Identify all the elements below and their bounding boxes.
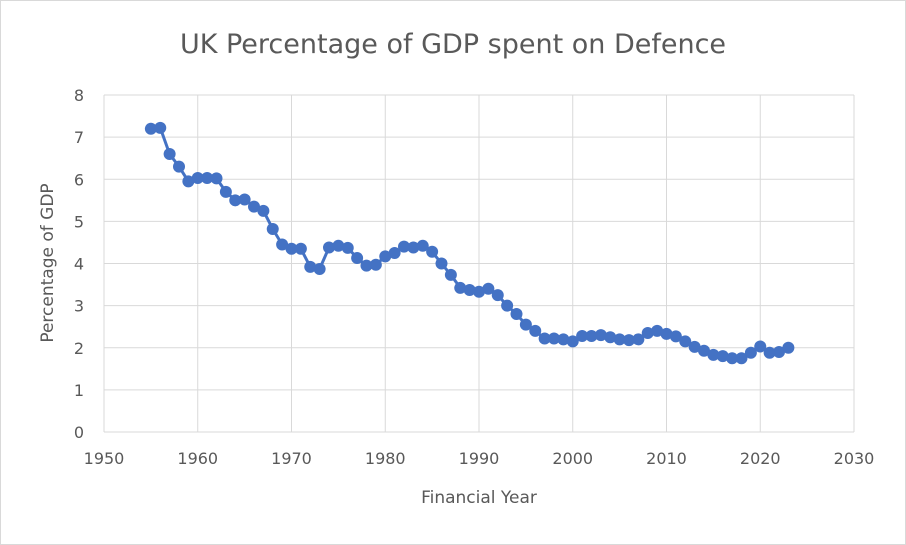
data-point	[276, 238, 289, 251]
y-tick-label: 6	[74, 170, 84, 189]
data-point	[623, 334, 635, 347]
data-point	[763, 346, 776, 359]
data-point	[351, 252, 364, 265]
data-point	[744, 346, 757, 359]
data-point	[613, 333, 626, 346]
data-point	[529, 324, 542, 337]
data-point	[163, 147, 176, 160]
y-tick-label: 5	[74, 212, 84, 231]
gridlines	[103, 94, 855, 433]
y-tick-label: 7	[74, 128, 84, 147]
data-point	[416, 239, 429, 252]
x-tick-label: 1960	[177, 449, 218, 468]
data-point	[473, 285, 485, 298]
data-point	[482, 282, 495, 295]
data-point	[154, 121, 167, 134]
data-point	[782, 341, 795, 354]
x-axis-ticks: 1950 1960 1970 1980 1990 2000 2010 2020 2030	[84, 449, 875, 468]
data-point	[435, 257, 448, 270]
x-tick-label: 1990	[459, 449, 500, 468]
data-point	[754, 340, 767, 353]
data-point	[313, 262, 326, 275]
data-point	[454, 281, 467, 294]
data-point	[379, 250, 392, 263]
data-point	[182, 175, 195, 188]
data-point	[407, 241, 420, 254]
y-tick-label: 0	[74, 423, 84, 442]
data-point	[594, 329, 607, 342]
data-point	[341, 241, 354, 254]
data-point	[698, 344, 710, 357]
data-point	[773, 345, 785, 358]
data-point	[266, 222, 279, 235]
data-point	[726, 352, 739, 365]
data-point	[369, 258, 382, 271]
data-point	[398, 240, 410, 253]
data-point	[304, 260, 317, 273]
data-point	[257, 204, 270, 217]
data-point	[632, 333, 645, 346]
x-tick-label: 2030	[834, 449, 875, 468]
data-point	[557, 333, 570, 346]
data-point	[660, 327, 673, 340]
data-point	[426, 245, 439, 258]
data-point	[519, 318, 532, 331]
x-tick-label: 2020	[740, 449, 781, 468]
data-point	[688, 340, 701, 353]
data-point	[651, 324, 664, 337]
data-point	[538, 332, 551, 345]
data-point	[285, 242, 298, 255]
data-point	[294, 242, 307, 255]
data-point	[238, 193, 251, 206]
data-point	[548, 332, 560, 345]
data-point	[144, 122, 157, 135]
data-point	[604, 331, 617, 344]
y-tick-label: 4	[74, 255, 84, 274]
y-axis-title: Percentage of GDP	[38, 183, 58, 342]
data-point	[679, 335, 692, 348]
data-point	[707, 348, 720, 361]
data-point	[191, 171, 204, 184]
y-tick-label: 2	[74, 339, 84, 358]
y-tick-label: 1	[74, 381, 84, 400]
data-point	[510, 308, 523, 321]
data-point	[566, 335, 579, 348]
y-axis-ticks: 0 1 2 3 4 5 6 7 8	[74, 86, 84, 442]
x-axis-title: Financial Year	[421, 488, 537, 508]
x-tick-label: 2010	[646, 449, 687, 468]
data-point	[716, 350, 729, 363]
y-tick-label: 3	[74, 297, 84, 316]
data-point	[332, 239, 345, 252]
data-point	[210, 172, 223, 185]
data-point	[388, 246, 401, 259]
x-tick-label: 1950	[84, 449, 125, 468]
data-point	[641, 327, 654, 340]
x-tick-label: 1970	[271, 449, 312, 468]
data-point	[201, 171, 214, 184]
chart-title: UK Percentage of GDP spent on Defence	[180, 29, 726, 60]
data-point	[444, 268, 457, 281]
series-line	[150, 126, 790, 360]
data-point	[463, 284, 476, 297]
data-point	[229, 194, 242, 207]
data-point	[173, 160, 185, 173]
data-point	[735, 352, 748, 365]
data-point	[669, 330, 682, 343]
data-series	[144, 121, 795, 365]
data-point	[219, 185, 232, 198]
y-tick-label: 8	[74, 86, 84, 105]
data-point	[501, 299, 514, 312]
data-point	[360, 259, 373, 272]
data-point	[323, 241, 335, 254]
x-tick-label: 1980	[365, 449, 406, 468]
data-point	[248, 200, 260, 213]
data-point	[491, 289, 504, 302]
data-point	[585, 329, 598, 342]
x-tick-label: 2000	[552, 449, 593, 468]
data-point	[576, 329, 589, 342]
